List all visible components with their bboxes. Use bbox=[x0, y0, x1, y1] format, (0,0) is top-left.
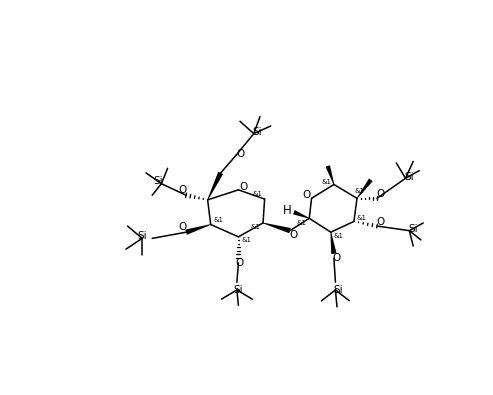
Text: O: O bbox=[237, 149, 245, 159]
Text: &1: &1 bbox=[253, 192, 263, 198]
Text: Si: Si bbox=[253, 127, 262, 137]
Text: &1: &1 bbox=[241, 237, 251, 243]
Text: O: O bbox=[179, 185, 187, 195]
Text: &1: &1 bbox=[354, 188, 364, 194]
Text: &1: &1 bbox=[297, 220, 307, 226]
Polygon shape bbox=[185, 224, 211, 235]
Text: &1: &1 bbox=[321, 179, 331, 185]
Polygon shape bbox=[325, 165, 334, 184]
Text: Si: Si bbox=[334, 285, 343, 295]
Text: &1: &1 bbox=[356, 215, 367, 221]
Polygon shape bbox=[330, 232, 337, 254]
Polygon shape bbox=[357, 179, 373, 199]
Text: O: O bbox=[377, 217, 385, 227]
Text: &1: &1 bbox=[250, 224, 260, 230]
Polygon shape bbox=[293, 210, 310, 219]
Text: O: O bbox=[236, 258, 244, 268]
Polygon shape bbox=[263, 223, 291, 233]
Text: O: O bbox=[179, 222, 187, 232]
Text: &1: &1 bbox=[213, 217, 223, 223]
Text: H: H bbox=[283, 204, 292, 217]
Text: O: O bbox=[377, 190, 385, 199]
Text: Si: Si bbox=[153, 177, 163, 186]
Text: Si: Si bbox=[234, 285, 243, 295]
Polygon shape bbox=[207, 172, 223, 200]
Text: &1: &1 bbox=[334, 233, 344, 239]
Text: O: O bbox=[289, 230, 297, 240]
Text: O: O bbox=[240, 182, 248, 192]
Text: O: O bbox=[302, 190, 310, 200]
Text: Si: Si bbox=[405, 172, 414, 182]
Text: Si: Si bbox=[138, 231, 147, 241]
Text: Si: Si bbox=[408, 224, 418, 234]
Text: O: O bbox=[332, 253, 340, 263]
